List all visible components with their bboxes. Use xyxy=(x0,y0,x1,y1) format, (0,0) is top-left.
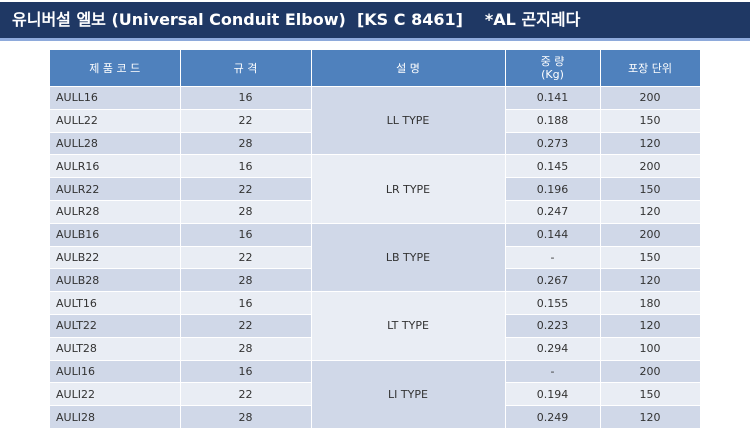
column-header: 포장 단위 xyxy=(600,50,701,87)
description: LT TYPE xyxy=(311,291,506,361)
product-code: AULL16 xyxy=(50,86,181,110)
size: 16 xyxy=(180,291,312,315)
column-header-line: 중 량 xyxy=(540,55,565,68)
column-header-line: (Kg) xyxy=(541,68,564,81)
product-code: AULB22 xyxy=(50,245,181,269)
product-code: AULB16 xyxy=(50,222,181,247)
pack-unit: 200 xyxy=(600,154,701,178)
product-code: AULL28 xyxy=(50,131,181,155)
weight: 0.223 xyxy=(505,313,601,338)
pack-unit: 120 xyxy=(600,199,701,224)
column-header: 규 격 xyxy=(180,50,312,87)
weight: 0.294 xyxy=(505,336,601,361)
pack-unit: 150 xyxy=(600,245,701,269)
product-code: AULT22 xyxy=(50,313,181,338)
description: LB TYPE xyxy=(311,222,506,292)
pack-unit: 200 xyxy=(600,359,701,383)
pack-unit: 200 xyxy=(600,86,701,110)
product-code: AULT16 xyxy=(50,291,181,315)
weight: 0.247 xyxy=(505,199,601,224)
pack-unit: 150 xyxy=(600,382,701,406)
weight: 0.155 xyxy=(505,291,601,315)
description: LI TYPE xyxy=(311,359,506,428)
table-row: AULB22 22 -150 xyxy=(50,245,701,269)
pack-unit: 100 xyxy=(600,336,701,361)
weight: 0.141 xyxy=(505,86,601,110)
table-row: AULI28 28 0.249 120 xyxy=(50,405,701,428)
table-row: AULB16 16 LB TYPE 0.144 200 xyxy=(50,222,701,292)
table-row: AULR16 16 LR TYPE 0.145 200 xyxy=(50,154,701,224)
weight: 0.194 xyxy=(505,382,601,406)
pack-unit: 150 xyxy=(600,108,701,133)
size: 16 xyxy=(180,154,312,178)
table-row: AULI22 22 0.194 150 xyxy=(50,382,701,406)
weight: 0.249 xyxy=(505,405,601,428)
size: 16 xyxy=(180,86,312,110)
product-code: AULI22 xyxy=(50,382,181,406)
pack-unit: 120 xyxy=(600,268,701,292)
size: 28 xyxy=(180,131,312,155)
table-row: AULT28 28 0.294 100 xyxy=(50,336,701,361)
table-row: AULR28 28 0.247 120 xyxy=(50,199,701,224)
weight: 0.267 xyxy=(505,268,601,292)
column-header: 중 량 (Kg) xyxy=(505,50,601,87)
size: 16 xyxy=(180,359,312,383)
product-code: AULB28 xyxy=(50,268,181,292)
table-row: AULT22 22 0.223 120 xyxy=(50,313,701,338)
title: 유니버설 엘보 (Universal Conduit Elbow) [KS C … xyxy=(12,10,463,29)
column-header: 제 품 코 드 xyxy=(50,50,181,87)
weight: 0.196 xyxy=(505,177,601,201)
pack-unit: 200 xyxy=(600,222,701,247)
description: LL TYPE xyxy=(311,85,506,155)
size: 28 xyxy=(180,405,312,428)
weight: 0.188 xyxy=(505,108,601,133)
description: LR TYPE xyxy=(311,154,506,224)
pack-unit: 150 xyxy=(600,177,701,201)
table-row: AULI16 16 LI TYPE -200 xyxy=(50,359,701,428)
pack-unit: 120 xyxy=(600,405,701,428)
weight: - xyxy=(505,245,601,269)
size: 22 xyxy=(180,382,312,406)
title-note: *AL 곤지레다 xyxy=(484,10,581,29)
size: 22 xyxy=(180,108,312,133)
product-code: AULR28 xyxy=(50,199,181,224)
table-row: AULL16 16 LL TYPE 0.141 200 xyxy=(50,85,701,155)
product-code: AULL22 xyxy=(50,108,181,133)
table-row: AULT16 16 LT TYPE 0.155 180 xyxy=(50,291,701,361)
product-code: AULT28 xyxy=(50,336,181,361)
weight: 0.273 xyxy=(505,131,601,155)
size: 22 xyxy=(180,245,312,269)
product-code: AULR16 xyxy=(50,154,181,178)
size: 22 xyxy=(180,177,312,201)
size: 28 xyxy=(180,199,312,224)
table-body: AULL16 16 LL TYPE 0.141 200 AULL22 22 0.188 150 A… xyxy=(50,85,701,428)
size: 28 xyxy=(180,268,312,292)
table-row: AULB28 28 0.267 120 xyxy=(50,268,701,292)
product-code: AULI28 xyxy=(50,405,181,428)
table-row: AULL22 22 0.188 150 xyxy=(50,108,701,133)
size: 22 xyxy=(180,313,312,338)
pack-unit: 120 xyxy=(600,313,701,338)
weight: 0.145 xyxy=(505,154,601,178)
size: 16 xyxy=(180,222,312,247)
pack-unit: 180 xyxy=(600,291,701,315)
weight: - xyxy=(505,359,601,383)
product-code: AULR22 xyxy=(50,177,181,201)
size: 28 xyxy=(180,336,312,361)
title-bar: 유니버설 엘보 (Universal Conduit Elbow) [KS C … xyxy=(0,2,750,41)
product-code: AULI16 xyxy=(50,359,181,383)
pack-unit: 120 xyxy=(600,131,701,155)
table-row: AULR22 22 0.196 150 xyxy=(50,177,701,201)
weight: 0.144 xyxy=(505,222,601,247)
table-row: AULL28 28 0.273 120 xyxy=(50,131,701,155)
column-header: 설 명 xyxy=(311,50,506,87)
